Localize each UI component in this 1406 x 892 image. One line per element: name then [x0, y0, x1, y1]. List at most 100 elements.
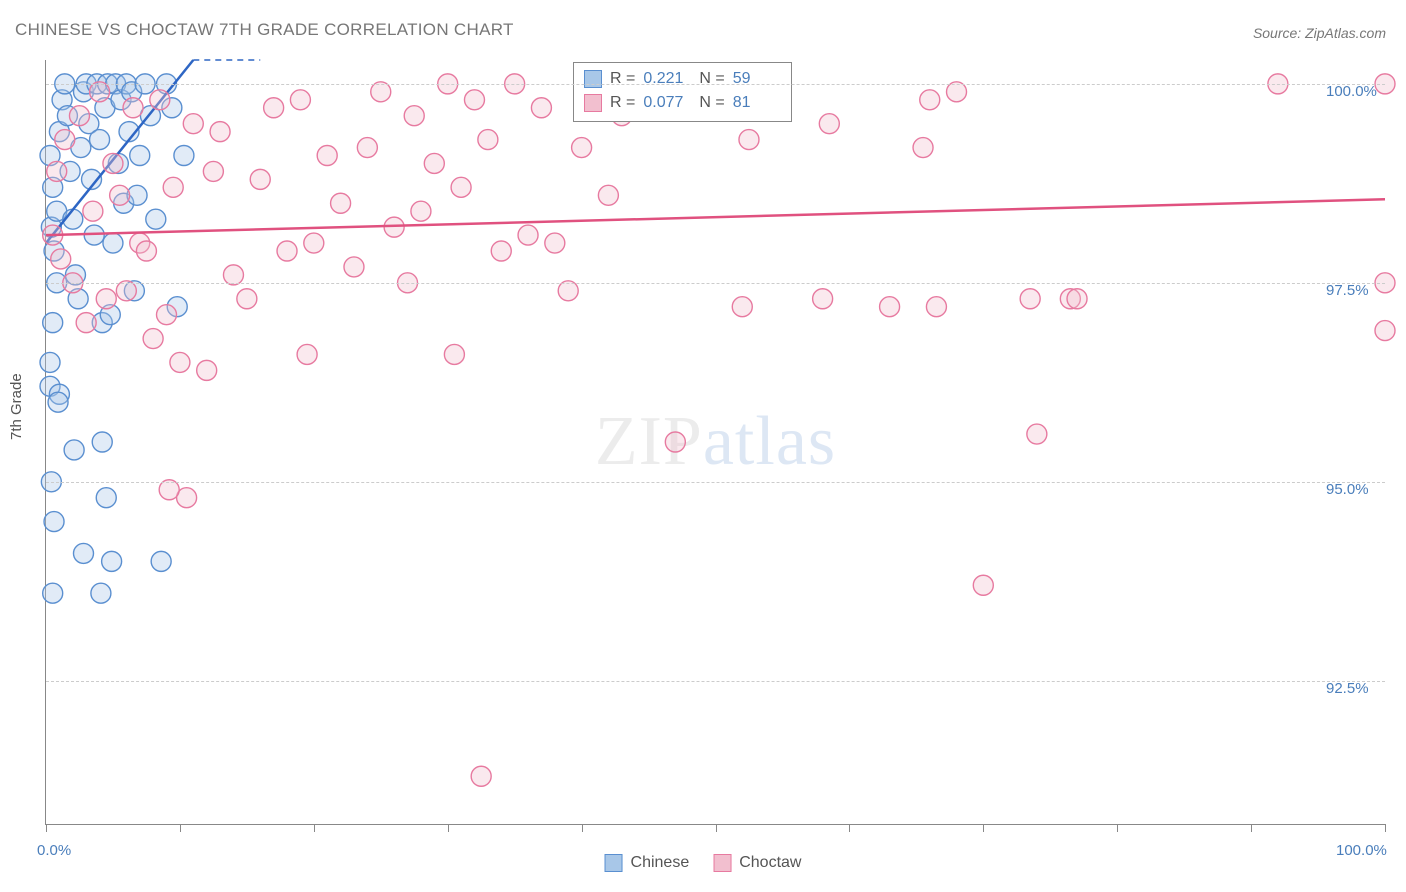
data-point — [545, 233, 565, 253]
legend-r-value: 0.221 — [643, 67, 691, 91]
data-point — [344, 257, 364, 277]
data-point — [1027, 424, 1047, 444]
gridline-h — [46, 283, 1385, 284]
y-tick-label: 95.0% — [1326, 481, 1381, 498]
data-point — [92, 432, 112, 452]
data-point — [130, 146, 150, 166]
data-point — [813, 289, 833, 309]
data-point — [55, 130, 75, 150]
data-point — [331, 193, 351, 213]
data-point — [732, 297, 752, 317]
x-tick — [1117, 824, 1118, 832]
scatter-svg — [46, 60, 1385, 824]
gridline-h — [46, 681, 1385, 682]
footer-legend-label: Choctaw — [739, 854, 801, 872]
legend-n-value: 81 — [733, 91, 781, 115]
data-point — [572, 138, 592, 158]
data-point — [491, 241, 511, 261]
x-tick-label: 0.0% — [37, 842, 71, 859]
chart-container: CHINESE VS CHOCTAW 7TH GRADE CORRELATION… — [0, 0, 1406, 892]
data-point — [531, 98, 551, 118]
data-point — [518, 225, 538, 245]
legend-swatch — [605, 854, 623, 872]
data-point — [47, 161, 67, 181]
data-point — [1020, 289, 1040, 309]
data-point — [277, 241, 297, 261]
y-axis-label: 7th Grade — [8, 373, 25, 440]
footer-legend-item: Choctaw — [713, 854, 801, 872]
data-point — [43, 313, 63, 333]
data-point — [471, 766, 491, 786]
data-point — [880, 297, 900, 317]
y-tick-label: 100.0% — [1326, 83, 1381, 100]
data-point — [183, 114, 203, 134]
data-point — [136, 241, 156, 261]
y-tick-label: 97.5% — [1326, 282, 1381, 299]
legend-swatch — [584, 70, 602, 88]
y-tick-label: 92.5% — [1326, 680, 1381, 697]
data-point — [264, 98, 284, 118]
legend-row: R =0.221N =59 — [584, 67, 781, 91]
x-tick — [1385, 824, 1386, 832]
data-point — [210, 122, 230, 142]
data-point — [40, 352, 60, 372]
data-point — [317, 146, 337, 166]
data-point — [926, 297, 946, 317]
data-point — [1375, 321, 1395, 341]
data-point — [146, 209, 166, 229]
data-point — [424, 153, 444, 173]
data-point — [43, 583, 63, 603]
data-point — [157, 305, 177, 325]
data-point — [69, 106, 89, 126]
data-point — [102, 551, 122, 571]
data-point — [478, 130, 498, 150]
x-tick — [448, 824, 449, 832]
data-point — [170, 352, 190, 372]
data-point — [464, 90, 484, 110]
data-point — [973, 575, 993, 595]
trend-line — [46, 199, 1385, 235]
data-point — [203, 161, 223, 181]
data-point — [819, 114, 839, 134]
x-tick — [582, 824, 583, 832]
legend-n-value: 59 — [733, 67, 781, 91]
data-point — [297, 344, 317, 364]
data-point — [103, 153, 123, 173]
legend-n-label: N = — [699, 91, 724, 115]
correlation-legend-box: R =0.221N =59R = 0.077 N = 81 — [573, 62, 792, 122]
x-tick — [716, 824, 717, 832]
data-point — [665, 432, 685, 452]
data-point — [110, 185, 130, 205]
data-point — [237, 289, 257, 309]
data-point — [103, 233, 123, 253]
data-point — [411, 201, 431, 221]
data-point — [598, 185, 618, 205]
data-point — [1067, 289, 1087, 309]
data-point — [48, 392, 68, 412]
data-point — [357, 138, 377, 158]
data-point — [151, 551, 171, 571]
data-point — [444, 344, 464, 364]
data-point — [143, 329, 163, 349]
data-point — [123, 98, 143, 118]
x-tick — [46, 824, 47, 832]
x-tick — [1251, 824, 1252, 832]
data-point — [150, 90, 170, 110]
plot-area: ZIPatlas R =0.221N =59R =0.077N =81 — [45, 60, 1385, 825]
data-point — [64, 440, 84, 460]
x-tick — [314, 824, 315, 832]
gridline-h — [46, 482, 1385, 483]
legend-r-value: 0.077 — [643, 91, 691, 115]
legend-swatch — [584, 94, 602, 112]
data-point — [83, 201, 103, 221]
source-attribution: Source: ZipAtlas.com — [1253, 25, 1386, 41]
data-point — [96, 488, 116, 508]
data-point — [163, 177, 183, 197]
footer-legend-item: Chinese — [605, 854, 690, 872]
data-point — [174, 146, 194, 166]
data-point — [90, 130, 110, 150]
data-point — [304, 233, 324, 253]
data-point — [96, 289, 116, 309]
legend-r-label: R = — [610, 91, 635, 115]
legend-swatch — [713, 854, 731, 872]
